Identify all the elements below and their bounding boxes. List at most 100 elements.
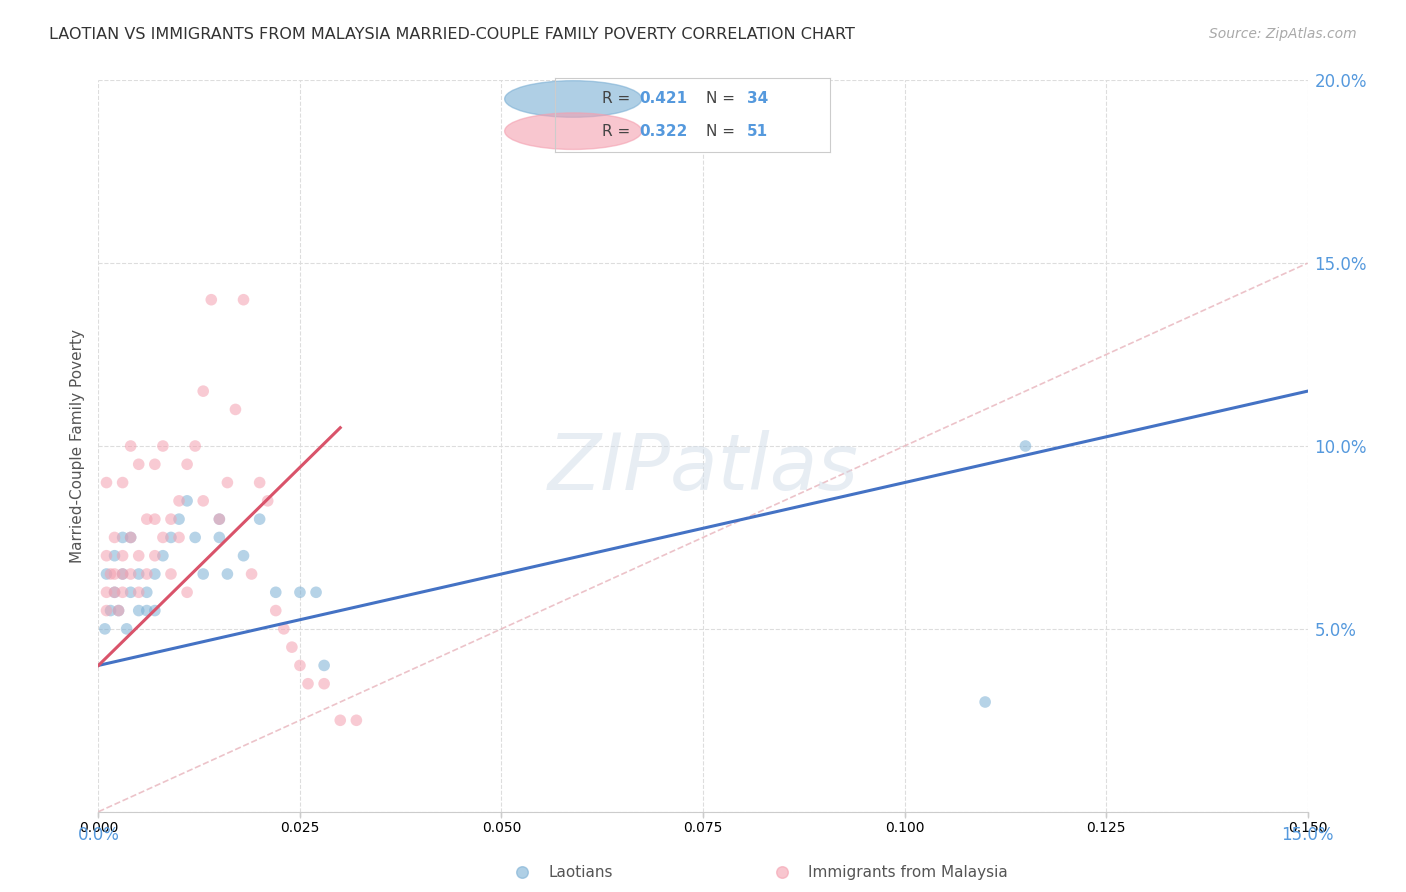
Point [152, 549, 174, 563]
Point [974, 695, 997, 709]
Point [240, 567, 263, 582]
Point [176, 494, 198, 508]
Point [128, 567, 150, 582]
Point [152, 530, 174, 544]
Text: N =: N = [706, 124, 740, 138]
Point [111, 475, 134, 490]
Text: Immigrants from Malaysia: Immigrants from Malaysia [808, 865, 1008, 880]
Point [510, 865, 533, 880]
Point [232, 549, 254, 563]
Point [160, 567, 183, 582]
Text: 0.322: 0.322 [638, 124, 688, 138]
Point [160, 530, 183, 544]
Point [103, 585, 125, 599]
Point [120, 530, 142, 544]
Circle shape [505, 80, 641, 117]
Point [184, 439, 207, 453]
Circle shape [505, 113, 641, 150]
Point [143, 512, 166, 526]
Point [103, 567, 125, 582]
Point [167, 530, 190, 544]
Point [297, 676, 319, 690]
Text: ZIPatlas: ZIPatlas [547, 430, 859, 506]
Point [135, 603, 157, 617]
Point [94, 622, 117, 636]
Text: LAOTIAN VS IMMIGRANTS FROM MALAYSIA MARRIED-COUPLE FAMILY POVERTY CORRELATION CH: LAOTIAN VS IMMIGRANTS FROM MALAYSIA MARR… [49, 27, 855, 42]
Point [100, 567, 122, 582]
Point [111, 567, 134, 582]
Point [314, 658, 336, 673]
Point [120, 585, 142, 599]
Point [107, 603, 129, 617]
Point [249, 512, 271, 526]
Point [208, 530, 231, 544]
Text: Laotians: Laotians [548, 865, 613, 880]
Point [128, 585, 150, 599]
Y-axis label: Married-Couple Family Poverty: Married-Couple Family Poverty [69, 329, 84, 563]
Point [193, 384, 215, 398]
Point [281, 640, 304, 655]
Point [314, 676, 336, 690]
Point [111, 585, 134, 599]
Point [232, 293, 254, 307]
Text: 51: 51 [748, 124, 769, 138]
Point [96, 603, 118, 617]
Point [208, 512, 231, 526]
Point [120, 439, 142, 453]
Text: 0.421: 0.421 [638, 92, 688, 106]
Point [96, 567, 118, 582]
Text: Source: ZipAtlas.com: Source: ZipAtlas.com [1209, 27, 1357, 41]
Point [176, 457, 198, 471]
Point [193, 494, 215, 508]
Text: R =: R = [602, 92, 636, 106]
Point [193, 567, 215, 582]
Point [160, 512, 183, 526]
Point [135, 512, 157, 526]
Point [143, 457, 166, 471]
Point [135, 567, 157, 582]
Point [249, 475, 271, 490]
Point [107, 603, 129, 617]
Point [344, 714, 367, 728]
Point [217, 475, 239, 490]
Point [273, 622, 295, 636]
Point [167, 494, 190, 508]
Point [329, 714, 352, 728]
Point [128, 549, 150, 563]
Point [96, 475, 118, 490]
Point [96, 549, 118, 563]
Point [200, 293, 222, 307]
Point [143, 549, 166, 563]
Point [115, 622, 138, 636]
Point [184, 530, 207, 544]
Text: 34: 34 [748, 92, 769, 106]
Point [305, 585, 328, 599]
Point [167, 512, 190, 526]
Point [264, 603, 287, 617]
Point [103, 530, 125, 544]
Point [288, 658, 311, 673]
Point [111, 567, 134, 582]
Point [103, 585, 125, 599]
Point [135, 585, 157, 599]
Point [103, 549, 125, 563]
Point [770, 865, 793, 880]
Point [176, 585, 198, 599]
Point [264, 585, 287, 599]
Point [152, 439, 174, 453]
Point [256, 494, 278, 508]
Point [1014, 439, 1036, 453]
Point [208, 512, 231, 526]
Point [100, 603, 122, 617]
Point [128, 457, 150, 471]
Point [120, 530, 142, 544]
Point [143, 603, 166, 617]
Point [96, 585, 118, 599]
Point [111, 530, 134, 544]
Point [288, 585, 311, 599]
Point [111, 549, 134, 563]
Point [143, 567, 166, 582]
Point [120, 567, 142, 582]
Point [224, 402, 246, 417]
Point [128, 603, 150, 617]
